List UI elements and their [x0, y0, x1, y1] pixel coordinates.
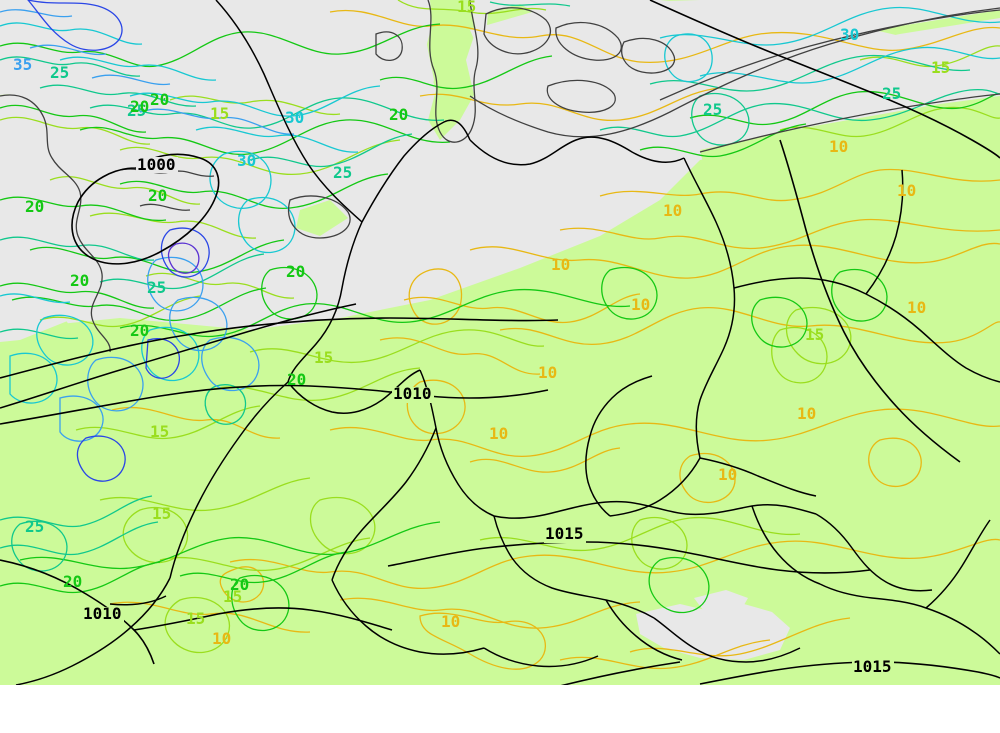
isotach-25-contours	[0, 1, 1000, 572]
isobars	[0, 0, 1000, 685]
footer-bar: Surface pressure [hPa] ECMWF Isotachs 10…	[0, 685, 1000, 733]
isotach-45-contours	[167, 242, 200, 274]
isotach-label: 20	[389, 105, 408, 124]
isobar-label: 1010	[392, 384, 434, 403]
isotach-label: 10	[551, 255, 570, 274]
isotach-label: 10	[212, 629, 231, 648]
svg-text:1015: 1015	[853, 657, 892, 676]
map-canvas[interactable]: 1000 1010 1010 1015	[0, 0, 1000, 685]
isotach-label: 10	[663, 201, 682, 220]
isobar-labels: 1000 1010 1010 1015	[82, 155, 894, 676]
isotach-label: 20	[25, 197, 44, 216]
isotach-label: 20	[70, 271, 89, 290]
isotach-label: 15	[210, 104, 229, 123]
isotach-label: 25	[333, 163, 352, 182]
national-borders	[0, 0, 1000, 685]
isotach-label: 10	[631, 295, 650, 314]
svg-text:1010: 1010	[83, 604, 122, 623]
isotach-40-contours	[27, 0, 210, 482]
isotach-label: 15	[186, 609, 205, 628]
isobar-label: 1015	[544, 524, 586, 543]
isotach-20-contours	[0, 23, 1000, 632]
isotach-label: 10	[829, 137, 848, 156]
isotach-label: 20	[130, 97, 149, 116]
isotach-label: 10	[907, 298, 926, 317]
isotach-label: 25	[127, 101, 146, 120]
coastlines	[0, 0, 1000, 353]
isotach-label: 10	[897, 181, 916, 200]
isotach-label: 15	[931, 58, 950, 77]
isotach-label: 10	[718, 465, 737, 484]
isotach-label: 15	[805, 325, 824, 344]
isotach-35-contours	[0, 9, 295, 442]
isotach-30-contours	[0, 6, 1000, 404]
isotach-label: 35	[13, 55, 32, 74]
isotach-label: 20	[148, 186, 167, 205]
isotach-label: 10	[441, 612, 460, 631]
isobar-label: 1010	[82, 604, 124, 623]
isotach-label: 20	[150, 90, 169, 109]
isotach-label: 30	[285, 108, 304, 127]
isotach-label: 25	[50, 63, 69, 82]
isotach-label: 10	[797, 404, 816, 423]
isotach-label: 20	[130, 321, 149, 340]
isotach-15-contours	[0, 0, 1000, 654]
isotach-label: 20	[63, 572, 82, 591]
svg-text:1015: 1015	[545, 524, 584, 543]
isotach-label: 25	[25, 517, 44, 536]
isobar-label: 1000	[136, 155, 178, 174]
isotach-label: 20	[287, 370, 306, 389]
isotach-label: 15	[223, 587, 242, 606]
map-svg: 1000 1010 1010 1015	[0, 0, 1000, 685]
isotach-label: 20	[230, 575, 249, 594]
svg-text:1010: 1010	[393, 384, 432, 403]
isotach-label: 10	[489, 424, 508, 443]
isotach-label: 20	[286, 262, 305, 281]
isobar-label: 1015	[852, 657, 894, 676]
isotach-label: 10	[538, 363, 557, 382]
sea-areas	[0, 0, 1000, 660]
isotach-label: 30	[237, 151, 256, 170]
isotach-label: 25	[147, 278, 166, 297]
isotach-label: 15	[457, 0, 476, 16]
isotach-label: 25	[703, 100, 722, 119]
svg-text:1000: 1000	[137, 155, 176, 174]
isotach-label: 25	[882, 84, 901, 103]
isotach-label: 15	[314, 348, 333, 367]
isotach-contours	[0, 0, 1000, 670]
isotach-label: 15	[152, 504, 171, 523]
isotach-label: 30	[840, 25, 859, 44]
isotach-label: 15	[150, 422, 169, 441]
